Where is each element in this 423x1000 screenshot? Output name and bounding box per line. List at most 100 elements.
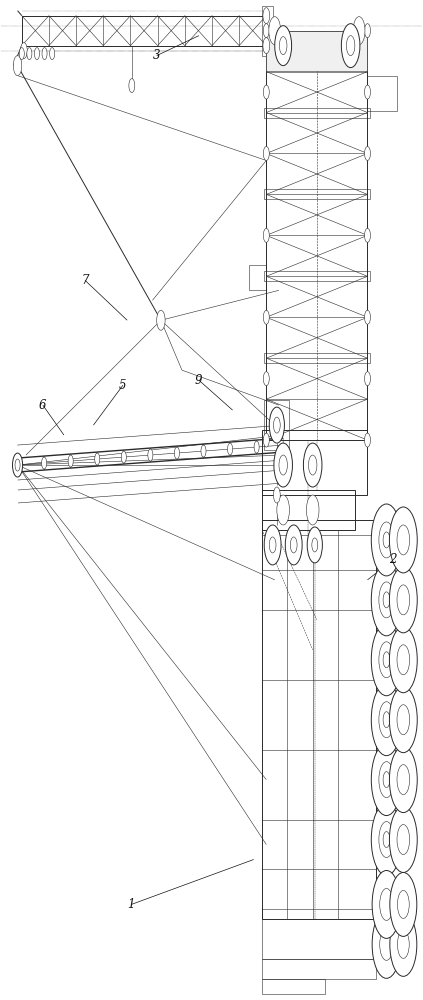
Circle shape [264, 310, 269, 324]
Circle shape [201, 445, 206, 457]
Circle shape [95, 453, 100, 465]
Circle shape [312, 538, 318, 552]
Circle shape [390, 872, 417, 936]
Circle shape [121, 451, 126, 463]
Circle shape [397, 825, 409, 855]
Circle shape [263, 38, 270, 54]
Bar [264, 353, 370, 363]
Bar [262, 520, 376, 919]
Circle shape [371, 804, 402, 875]
Circle shape [383, 592, 390, 608]
Circle shape [379, 702, 394, 738]
Circle shape [365, 433, 371, 447]
Text: 6: 6 [39, 399, 47, 412]
Text: 9: 9 [195, 374, 203, 387]
Bar [262, 6, 273, 56]
Text: 5: 5 [119, 379, 127, 392]
Circle shape [275, 26, 291, 66]
Circle shape [372, 910, 401, 978]
Circle shape [365, 146, 371, 160]
Circle shape [390, 627, 417, 693]
Circle shape [383, 652, 390, 668]
Circle shape [277, 495, 289, 525]
Circle shape [68, 455, 73, 467]
Circle shape [390, 567, 417, 633]
Circle shape [19, 48, 24, 60]
Bar [264, 108, 370, 118]
Circle shape [264, 372, 269, 386]
Circle shape [15, 459, 20, 471]
Bar [250, 265, 266, 290]
Circle shape [27, 48, 32, 60]
Circle shape [380, 888, 393, 920]
Circle shape [383, 532, 390, 548]
Circle shape [274, 443, 292, 487]
Circle shape [129, 79, 135, 93]
Circle shape [365, 24, 371, 38]
Circle shape [372, 870, 401, 938]
Circle shape [365, 85, 371, 99]
Circle shape [379, 522, 394, 558]
Circle shape [390, 747, 417, 813]
Circle shape [371, 684, 402, 756]
Circle shape [274, 417, 280, 433]
Text: 7: 7 [81, 274, 89, 287]
Circle shape [264, 85, 269, 99]
Circle shape [379, 822, 394, 858]
Bar [266, 31, 368, 440]
Bar [262, 490, 355, 530]
Circle shape [14, 56, 22, 76]
Circle shape [279, 455, 287, 475]
Circle shape [269, 407, 284, 443]
Circle shape [365, 372, 371, 386]
Bar [266, 31, 368, 71]
Bar [264, 400, 289, 450]
Circle shape [254, 441, 259, 453]
Circle shape [228, 443, 233, 455]
Circle shape [365, 310, 371, 324]
Circle shape [274, 487, 280, 503]
Bar [262, 909, 376, 959]
Bar [262, 979, 325, 994]
Circle shape [371, 504, 402, 576]
Circle shape [306, 495, 319, 525]
Circle shape [390, 507, 417, 573]
Circle shape [264, 228, 269, 242]
Circle shape [379, 642, 394, 678]
Text: 1: 1 [128, 898, 135, 911]
Circle shape [264, 525, 281, 565]
Circle shape [371, 744, 402, 816]
Bar [262, 959, 376, 979]
Circle shape [371, 564, 402, 636]
Circle shape [269, 17, 280, 45]
Circle shape [379, 582, 394, 618]
Circle shape [398, 890, 409, 918]
Circle shape [303, 443, 322, 487]
Circle shape [397, 765, 409, 795]
Circle shape [264, 433, 269, 447]
Circle shape [269, 537, 276, 553]
Circle shape [157, 310, 165, 330]
Circle shape [174, 447, 179, 459]
Circle shape [397, 645, 409, 675]
Circle shape [346, 36, 355, 56]
Circle shape [397, 525, 409, 555]
Circle shape [371, 624, 402, 696]
Circle shape [390, 807, 417, 872]
Circle shape [390, 687, 417, 753]
Circle shape [379, 762, 394, 798]
Circle shape [383, 832, 390, 848]
Circle shape [380, 928, 393, 960]
Circle shape [49, 48, 55, 60]
Circle shape [41, 457, 47, 469]
Circle shape [307, 527, 322, 563]
Circle shape [397, 705, 409, 735]
Circle shape [308, 455, 317, 475]
Circle shape [397, 585, 409, 615]
Circle shape [34, 48, 39, 60]
Bar [368, 76, 397, 111]
Circle shape [263, 8, 270, 24]
Circle shape [290, 537, 297, 553]
Bar [264, 189, 370, 199]
Circle shape [279, 37, 287, 55]
